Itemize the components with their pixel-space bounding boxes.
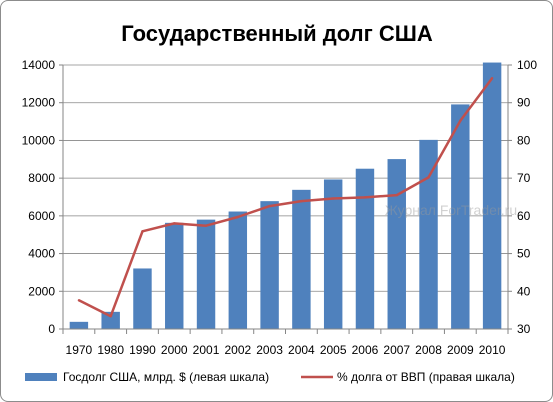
x-tick-label: 2005 xyxy=(320,343,347,357)
y-right-tick-label: 100 xyxy=(517,58,537,72)
y-left-tick-label: 2000 xyxy=(28,284,55,298)
legend-label-debt: Госдолг США, млрд. $ (левая шкала) xyxy=(63,370,269,384)
grid xyxy=(63,64,508,292)
gdp-point xyxy=(331,197,335,200)
bar xyxy=(387,159,406,329)
y-left-tick-label: 10000 xyxy=(22,133,56,147)
x-tick-label: 2007 xyxy=(383,343,410,357)
legend: Госдолг США, млрд. $ (левая шкала) % дол… xyxy=(25,370,515,384)
tick-labels: 0 2000 4000 6000 8000 10000 12000 14000 30 40 50 60… xyxy=(22,58,538,357)
y-left-tick-label: 14000 xyxy=(22,58,56,72)
gdp-point xyxy=(204,224,208,227)
y-right-tick-label: 60 xyxy=(517,209,531,223)
legend-swatch-debt xyxy=(25,373,57,381)
x-tick-label: 2004 xyxy=(288,343,315,357)
axes xyxy=(59,64,512,334)
gdp-point xyxy=(363,196,367,199)
x-tick-label: 2006 xyxy=(352,343,379,357)
gdp-point xyxy=(109,314,112,318)
bar xyxy=(196,219,216,329)
x-tick-label: 2003 xyxy=(256,343,283,357)
gdp-point xyxy=(300,199,303,203)
gdp-point xyxy=(395,193,398,197)
y-left-tick-label: 12000 xyxy=(22,96,56,110)
x-tick-label: 1990 xyxy=(129,343,156,357)
gdp-point xyxy=(141,230,144,233)
x-tick-label: 2008 xyxy=(415,343,442,357)
x-tick-label: 2010 xyxy=(479,343,506,357)
x-tick-label: 2002 xyxy=(224,343,251,357)
x-tick-label: 2009 xyxy=(447,343,474,357)
y-left-tick-label: 8000 xyxy=(28,171,55,185)
y-right-tick-label: 70 xyxy=(517,171,531,185)
legend-label-gdp: % долга от ВВП (правая шкала) xyxy=(337,370,515,384)
line-series xyxy=(77,77,494,318)
watermark: Журнал ForTrader.ru xyxy=(385,202,517,218)
y-left-tick-label: 4000 xyxy=(28,247,55,261)
bar xyxy=(260,201,279,329)
x-tick-label: 1980 xyxy=(97,343,124,357)
y-right-tick-label: 80 xyxy=(517,133,531,147)
bar xyxy=(482,62,502,329)
y-right-tick-label: 40 xyxy=(517,284,531,298)
x-tick-label: 2001 xyxy=(193,343,220,357)
gdp-point xyxy=(427,176,430,179)
y-right-tick-label: 90 xyxy=(517,96,531,110)
bars-series xyxy=(69,62,502,329)
y-right-tick-label: 30 xyxy=(517,322,531,336)
gdp-point xyxy=(236,215,240,219)
bar xyxy=(323,179,343,329)
gdp-point xyxy=(459,119,462,123)
x-tick-label: 2000 xyxy=(161,343,188,357)
chart-title: Государственный долг США xyxy=(121,21,433,46)
bar xyxy=(228,211,248,329)
gdp-line xyxy=(78,77,494,318)
x-tick-label: 1970 xyxy=(66,343,93,357)
y-left-tick-label: 6000 xyxy=(28,209,55,223)
bar xyxy=(165,222,184,329)
gdp-point xyxy=(77,299,81,302)
bar xyxy=(133,268,152,329)
bar xyxy=(69,321,89,329)
bar xyxy=(292,189,311,329)
bar xyxy=(419,139,438,329)
y-right-tick-label: 50 xyxy=(517,247,531,261)
bar xyxy=(355,168,375,329)
y-left-tick-label: 0 xyxy=(48,322,55,336)
bar xyxy=(101,311,120,329)
gdp-point xyxy=(173,222,176,225)
bar xyxy=(451,104,470,329)
gdp-point xyxy=(268,204,271,208)
gdp-point xyxy=(490,77,494,80)
